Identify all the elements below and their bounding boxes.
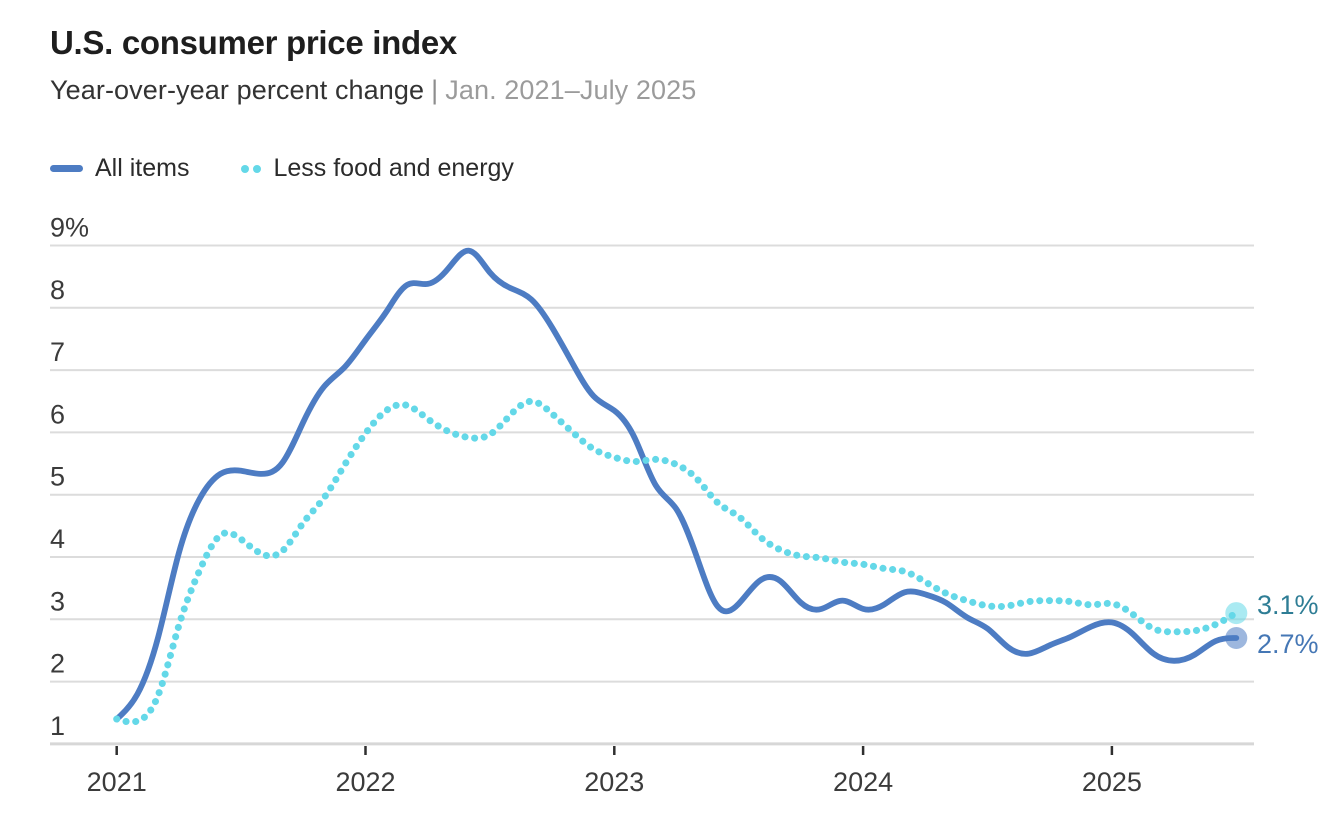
subtitle-date-range: Jan. 2021–July 2025 <box>445 75 697 105</box>
y-tick-label: 3 <box>50 586 65 616</box>
less-food-energy-dots-swatch <box>241 164 262 173</box>
y-tick-label: 2 <box>50 649 65 679</box>
x-tick-label: 2024 <box>833 767 893 797</box>
series-lines <box>113 247 1240 726</box>
x-tick-label: 2021 <box>87 767 147 797</box>
chart-title: U.S. consumer price index <box>50 24 457 61</box>
y-tick-label: 1 <box>50 711 65 741</box>
legend: All items Less food and energy <box>50 154 514 183</box>
y-tick-label: 8 <box>50 275 65 305</box>
y-tick-label: 5 <box>50 462 65 492</box>
x-tick-label: 2023 <box>584 767 644 797</box>
subtitle-measure: Year-over-year percent change <box>50 75 425 105</box>
x-tick-label: 2025 <box>1082 767 1142 797</box>
legend-label-less-food-energy: Less food and energy <box>273 154 514 182</box>
chart-subtitle: Year-over-year percent change | Jan. 2021–… <box>50 75 696 106</box>
x-tick-label: 2022 <box>335 767 395 797</box>
y-tick-label: 4 <box>50 524 65 554</box>
series-end-markers: 2.7% 3.1% <box>1225 590 1319 659</box>
y-tick-label: 6 <box>50 399 65 429</box>
y-tick-label: 7 <box>50 337 65 367</box>
subtitle-divider: | <box>431 75 439 105</box>
series-line-less-food-energy <box>113 397 1240 726</box>
end-dot-all-items <box>1225 627 1248 649</box>
chart-header: U.S. consumer price index Year-over-year… <box>50 24 696 106</box>
end-label-less-food-energy: 3.1% <box>1257 590 1319 620</box>
legend-item-all-items: All items <box>50 154 189 183</box>
end-dot-less-food-energy <box>1225 602 1248 625</box>
all-items-line-swatch <box>50 165 83 172</box>
legend-dot-icon <box>253 164 262 173</box>
series-line-all-items <box>113 247 1240 722</box>
y-axis-labels: 1 2 3 4 5 6 7 8 9% <box>50 213 89 741</box>
legend-dot-icon <box>241 164 250 173</box>
gridlines <box>50 244 1254 746</box>
y-tick-label: 9% <box>50 213 89 243</box>
x-axis: 2021 2022 2023 2024 2025 <box>87 746 1142 797</box>
legend-label-all-items: All items <box>95 154 190 182</box>
end-label-all-items: 2.7% <box>1257 629 1319 659</box>
legend-item-less-food-energy: Less food and energy <box>241 154 514 183</box>
